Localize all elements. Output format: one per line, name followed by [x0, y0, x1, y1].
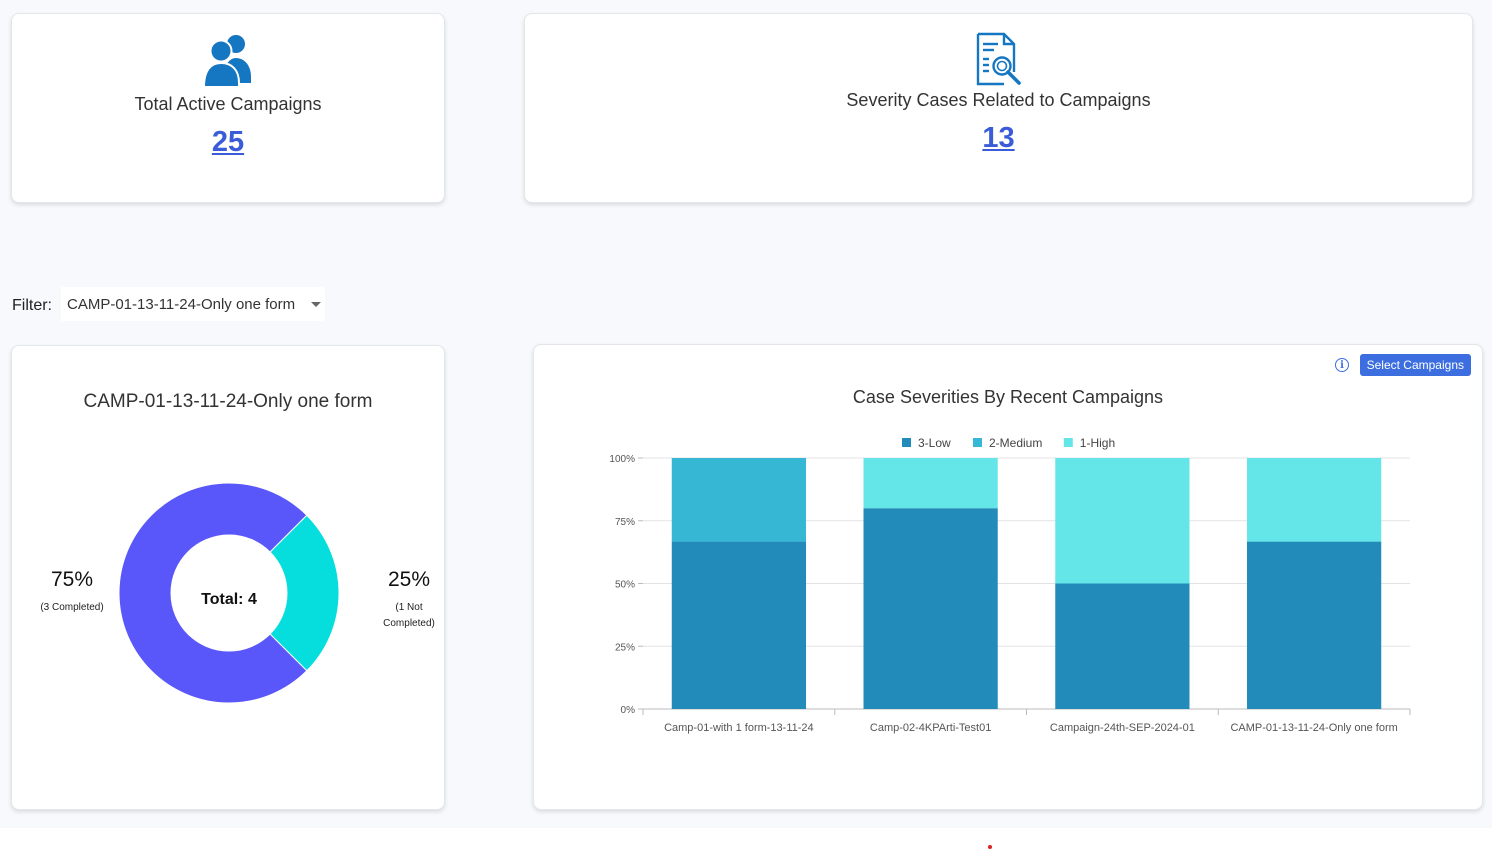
filter-label: Filter: — [12, 297, 52, 314]
not-completed-caption-line2: Completed) — [383, 618, 435, 629]
footer-band — [0, 828, 1492, 851]
y-tick-label: 0% — [621, 705, 636, 716]
donut-title: CAMP-01-13-11-24-Only one form — [83, 391, 373, 412]
campaign-filter-select[interactable]: CAMP-01-13-11-24-Only one form — [61, 287, 325, 321]
bar-segment-1-high[interactable] — [863, 458, 998, 509]
bar-segment-3-low[interactable] — [671, 541, 806, 709]
y-tick-label: 25% — [615, 642, 635, 653]
x-tick-label: Camp-01-with 1 form-13-11-24 — [664, 722, 814, 734]
document-search-icon — [976, 32, 1021, 86]
kpi-label: Total Active Campaigns — [134, 94, 322, 114]
bar-segment-3-low[interactable] — [1247, 541, 1382, 709]
x-tick-label: Campaign-24th-SEP-2024-01 — [1050, 722, 1195, 734]
kpi-label: Severity Cases Related to Campaigns — [846, 90, 1151, 110]
legend-item-label[interactable]: 2-Medium — [989, 436, 1042, 450]
bar-segment-3-low[interactable] — [1055, 583, 1190, 710]
filter-selected-value: CAMP-01-13-11-24-Only one form — [67, 295, 296, 313]
donut-slice-completed[interactable] — [118, 482, 308, 704]
completed-percent: 75% — [50, 568, 94, 591]
kpi-card-severity-cases: Severity Cases Related to Campaigns 13 — [524, 13, 1473, 203]
legend-swatch — [973, 438, 982, 447]
legend-swatch — [902, 438, 911, 447]
legend-swatch — [1063, 438, 1073, 447]
select-campaigns-button[interactable]: Select Campaigns — [1359, 354, 1471, 376]
chart-title: Case Severities By Recent Campaigns — [852, 387, 1164, 407]
chevron-down-icon — [311, 302, 321, 307]
legend-item-label[interactable]: 3-Low — [918, 436, 951, 450]
not-completed-percent: 25% — [387, 568, 431, 591]
completion-donut-card: CAMP-01-13-11-24-Only one form Total: 4 … — [11, 345, 445, 810]
stacked-bar-chart: 3-Low 2-Medium 1-High 0% 25% 50% 75% 100% Camp-0… — [609, 436, 1411, 734]
status-dot — [988, 845, 992, 849]
info-icon[interactable]: i — [1335, 358, 1349, 372]
kpi-card-active-campaigns: Total Active Campaigns 25 — [11, 13, 445, 203]
donut-center-label: Total: 4 — [201, 591, 257, 608]
not-completed-caption-line1: (1 Not — [395, 602, 423, 613]
x-tick-label: Camp-02-4KPArti-Test01 — [870, 722, 991, 734]
kpi-value-link[interactable]: 25 — [211, 126, 245, 158]
bar-segment-2-medium[interactable] — [671, 458, 806, 542]
bar-segment-3-low[interactable] — [863, 508, 998, 709]
donut-slice-not-completed[interactable] — [269, 514, 340, 672]
donut-chart: Total: 4 — [118, 482, 340, 704]
legend-item-label[interactable]: 1-High — [1080, 436, 1115, 450]
bar-segment-1-high[interactable] — [1055, 458, 1190, 584]
y-tick-label: 50% — [615, 580, 635, 591]
users-icon — [203, 35, 251, 87]
severity-bar-chart-card: i Select Campaigns Case Severities By Re… — [533, 344, 1483, 810]
y-tick-label: 100% — [609, 454, 635, 465]
y-tick-label: 75% — [615, 517, 635, 528]
bar-segment-1-high[interactable] — [1247, 458, 1382, 542]
completed-caption: (3 Completed) — [40, 602, 104, 613]
kpi-value-link[interactable]: 13 — [982, 122, 1015, 154]
x-tick-label: CAMP-01-13-11-24-Only one form — [1230, 722, 1397, 734]
